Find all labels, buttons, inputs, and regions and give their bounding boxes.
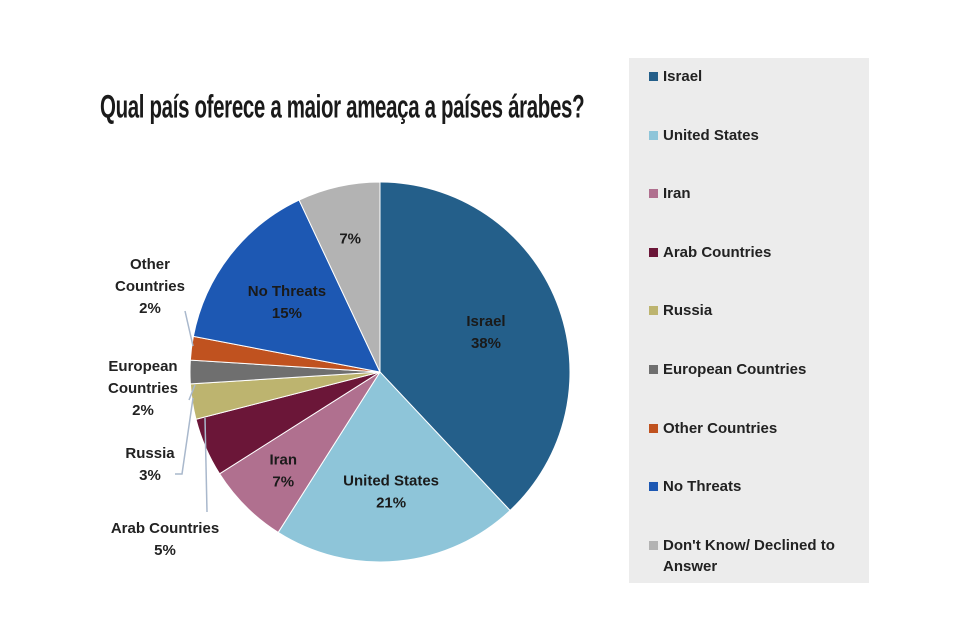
data-label: United States 21% bbox=[343, 472, 439, 511]
pie-slice-dont-know bbox=[298, 181, 381, 373]
label-value: 5% bbox=[154, 542, 176, 559]
data-label: Israel 38% bbox=[466, 313, 505, 352]
label-line: Russia bbox=[125, 445, 175, 462]
data-label: Iran 7% bbox=[270, 452, 298, 491]
legend-label: Iran bbox=[663, 185, 691, 203]
legend-label: Other Countries bbox=[663, 419, 778, 437]
label-value: 2% bbox=[132, 402, 154, 419]
legend-item: United States bbox=[649, 125, 859, 146]
label-value: 3% bbox=[139, 467, 161, 484]
label-line: Countries bbox=[114, 278, 185, 295]
leader-line-russia bbox=[175, 397, 194, 475]
chart-title: Qual país oferece a maior ameaça a paíse… bbox=[100, 88, 585, 125]
legend-label: Israel bbox=[663, 68, 703, 85]
label-european-countries: European Countries 2% bbox=[98, 356, 188, 422]
legend-item: Don't Know/ Declined to Answer bbox=[649, 535, 859, 577]
legend-label: No Threats bbox=[663, 478, 742, 496]
label-arab-countries: Arab Countries 5% bbox=[95, 518, 235, 562]
legend-swatch bbox=[649, 130, 658, 140]
legend-item: Other Countries bbox=[649, 418, 859, 439]
data-label: No Threats 15% bbox=[248, 283, 326, 322]
legend-swatch bbox=[649, 482, 658, 492]
legend-item: Arab Countries bbox=[649, 242, 859, 263]
label-line: Countries bbox=[107, 380, 178, 397]
label-value: 2% bbox=[139, 300, 161, 317]
legend-item: Iran bbox=[649, 183, 859, 204]
legend-swatch bbox=[649, 189, 658, 199]
legend-item: No Threats bbox=[649, 476, 859, 497]
legend-swatch bbox=[649, 365, 658, 374]
legend-swatch bbox=[649, 423, 658, 433]
pie-slice-united-states bbox=[277, 371, 511, 563]
pie-slice-israel bbox=[379, 181, 571, 512]
label-russia: Russia 3% bbox=[115, 443, 185, 487]
legend-item: European Countries bbox=[649, 359, 859, 380]
leader-line-arab bbox=[204, 417, 208, 513]
legend-label: United States bbox=[663, 126, 759, 144]
legend: Israel United States Iran Arab Countries Rus… bbox=[629, 58, 869, 583]
legend-label: European Countries bbox=[663, 361, 807, 378]
legend-swatch bbox=[649, 247, 658, 257]
legend-swatch bbox=[649, 72, 658, 81]
label-line: Arab Countries bbox=[110, 520, 220, 537]
leader-line-european bbox=[188, 384, 196, 401]
label-line: European bbox=[108, 358, 178, 375]
legend-label: Arab Countries bbox=[663, 243, 772, 261]
leader-line-other bbox=[184, 310, 194, 347]
legend-swatch bbox=[649, 540, 658, 550]
pie-slice-no-threats bbox=[192, 199, 381, 373]
legend-item: Russia bbox=[649, 300, 859, 321]
label-other-countries: Other Countries 2% bbox=[110, 254, 190, 320]
legend-swatch bbox=[649, 306, 658, 316]
label-line: Other bbox=[129, 256, 170, 273]
data-label: 7% bbox=[339, 230, 361, 247]
legend-label: Russia bbox=[663, 302, 713, 320]
legend-label: Don't Know/ Declined to Answer bbox=[663, 536, 835, 575]
legend-item: Israel bbox=[649, 66, 859, 87]
